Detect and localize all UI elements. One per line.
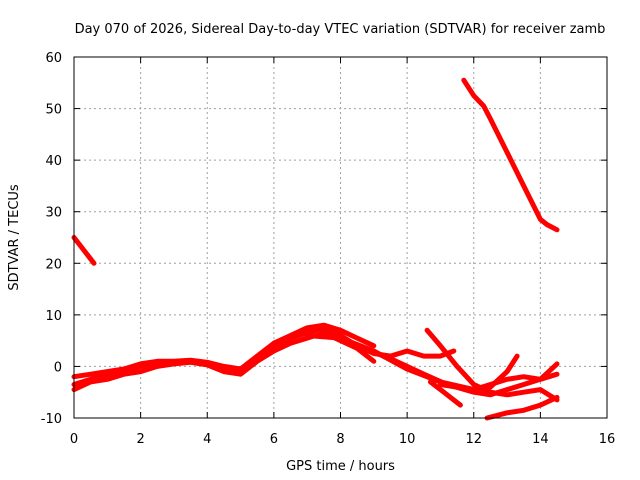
y-tick-label: -10 [41, 412, 62, 427]
series-line-arc-main-b [71, 330, 377, 393]
chart-title: Day 070 of 2026, Sidereal Day-to-day VTE… [75, 22, 606, 37]
series-line-arc-late-2 [354, 343, 560, 398]
series-line-arc-early-start [71, 235, 97, 266]
y-tick-label: 50 [45, 103, 62, 118]
series-line-arc-late-6 [484, 394, 560, 421]
y-tick-label: 0 [54, 360, 62, 375]
y-tick-label: 30 [45, 206, 62, 221]
series-line-arc-high [461, 77, 560, 233]
axis-ticks: 0 2 4 6 8 10 12 14 16 -10 0 10 20 30 40 50 60 [41, 51, 616, 447]
x-tick-label: 2 [136, 432, 144, 447]
grid [74, 57, 607, 418]
series-line-arc-late-5 [437, 371, 560, 393]
y-tick-label: 60 [45, 51, 62, 66]
y-tick-label: 20 [45, 257, 62, 272]
x-tick-label: 6 [270, 432, 278, 447]
y-axis-label: SDTVAR / TECUs [7, 184, 22, 291]
x-tick-label: 16 [599, 432, 616, 447]
x-tick-label: 14 [532, 432, 549, 447]
series-line-arc-late-3 [424, 327, 560, 403]
series-line-arc-main-c [71, 322, 377, 380]
y-tick-label: 40 [45, 154, 62, 169]
y-tick-label: 10 [45, 309, 62, 324]
x-tick-label: 4 [203, 432, 211, 447]
series-line-arc-late-1 [304, 333, 520, 393]
x-axis-label: GPS time / hours [286, 459, 395, 474]
x-tick-label: 8 [336, 432, 344, 447]
series-layer [71, 77, 560, 421]
series-line-arc-late-4 [427, 379, 463, 408]
x-tick-label: 0 [70, 432, 78, 447]
x-tick-label: 12 [465, 432, 482, 447]
x-tick-label: 10 [399, 432, 416, 447]
